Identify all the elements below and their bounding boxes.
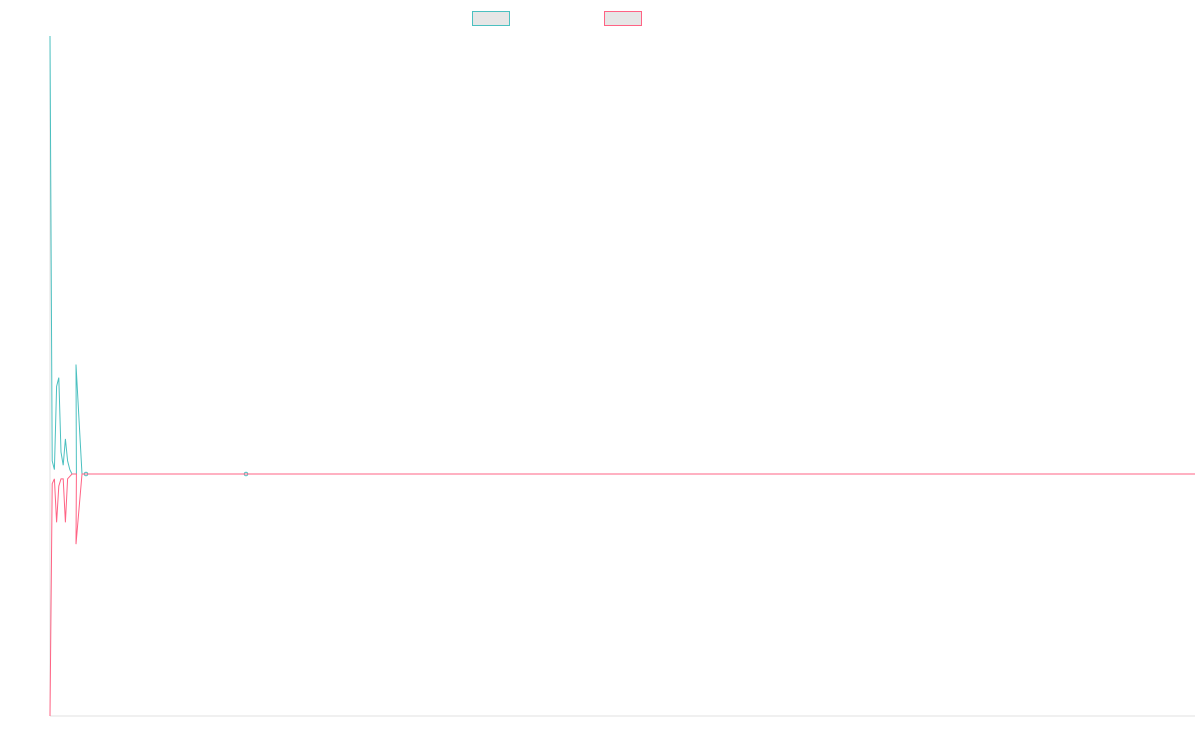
legend-swatch-series-2 [604, 10, 642, 26]
legend [0, 9, 1200, 27]
series-line-1 [49, 35, 1195, 475]
series-layer [49, 35, 1195, 717]
legend-item-series-1[interactable] [472, 9, 518, 27]
legend-swatch-series-1 [472, 10, 510, 26]
legend-item-series-2[interactable] [604, 9, 650, 27]
axes [49, 36, 1195, 717]
series-line-2 [49, 473, 1195, 717]
